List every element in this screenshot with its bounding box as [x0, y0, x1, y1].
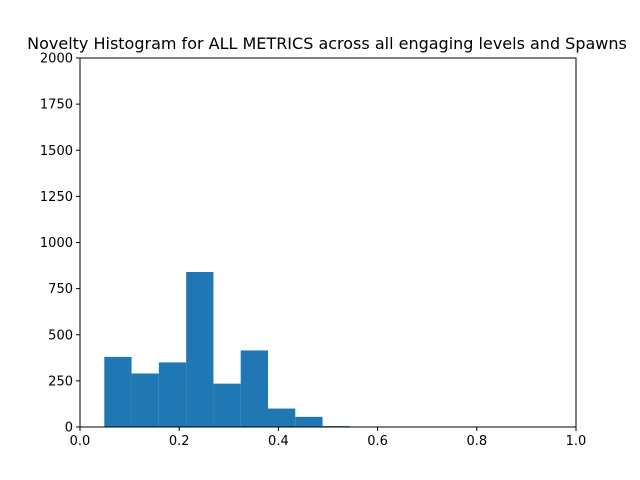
x-tick-label-3: 0.6 — [367, 434, 388, 449]
x-tick-label-0: 0.0 — [70, 434, 91, 449]
y-tick-label-6: 1500 — [40, 144, 73, 159]
bars-group — [104, 272, 350, 427]
y-tick-label-0: 0 — [65, 421, 73, 436]
histogram-bar-3 — [186, 272, 214, 427]
y-tick-label-4: 1000 — [40, 236, 73, 251]
histogram-bar-1 — [131, 373, 159, 427]
x-tick-label-2: 0.4 — [268, 434, 289, 449]
histogram-bar-2 — [158, 362, 187, 427]
y-tick-label-1: 250 — [48, 374, 73, 389]
x-tick-label-5: 1.0 — [566, 434, 587, 449]
y-tick-label-8: 2000 — [40, 52, 73, 67]
plot-frame — [79, 57, 577, 428]
histogram-bar-6 — [267, 408, 296, 427]
y-tick-label-5: 1250 — [40, 190, 73, 205]
x-tick-label-4: 0.8 — [466, 434, 487, 449]
chart-title: Novelty Histogram for ALL METRICS across… — [27, 34, 627, 53]
histogram-bar-7 — [295, 416, 323, 427]
histogram-bar-5 — [240, 350, 268, 427]
y-axis: 0 250 500 750 1000 1250 1500 1750 2000 — [40, 52, 80, 436]
y-tick-label-7: 1750 — [40, 98, 73, 113]
histogram-bar-4 — [213, 383, 241, 427]
histogram-bar-0 — [104, 356, 132, 427]
x-tick-label-1: 0.2 — [169, 434, 190, 449]
y-tick-label-3: 750 — [48, 282, 73, 297]
y-tick-label-2: 500 — [48, 328, 73, 343]
x-axis: 0.0 0.2 0.4 0.6 0.8 1.0 — [70, 427, 587, 449]
